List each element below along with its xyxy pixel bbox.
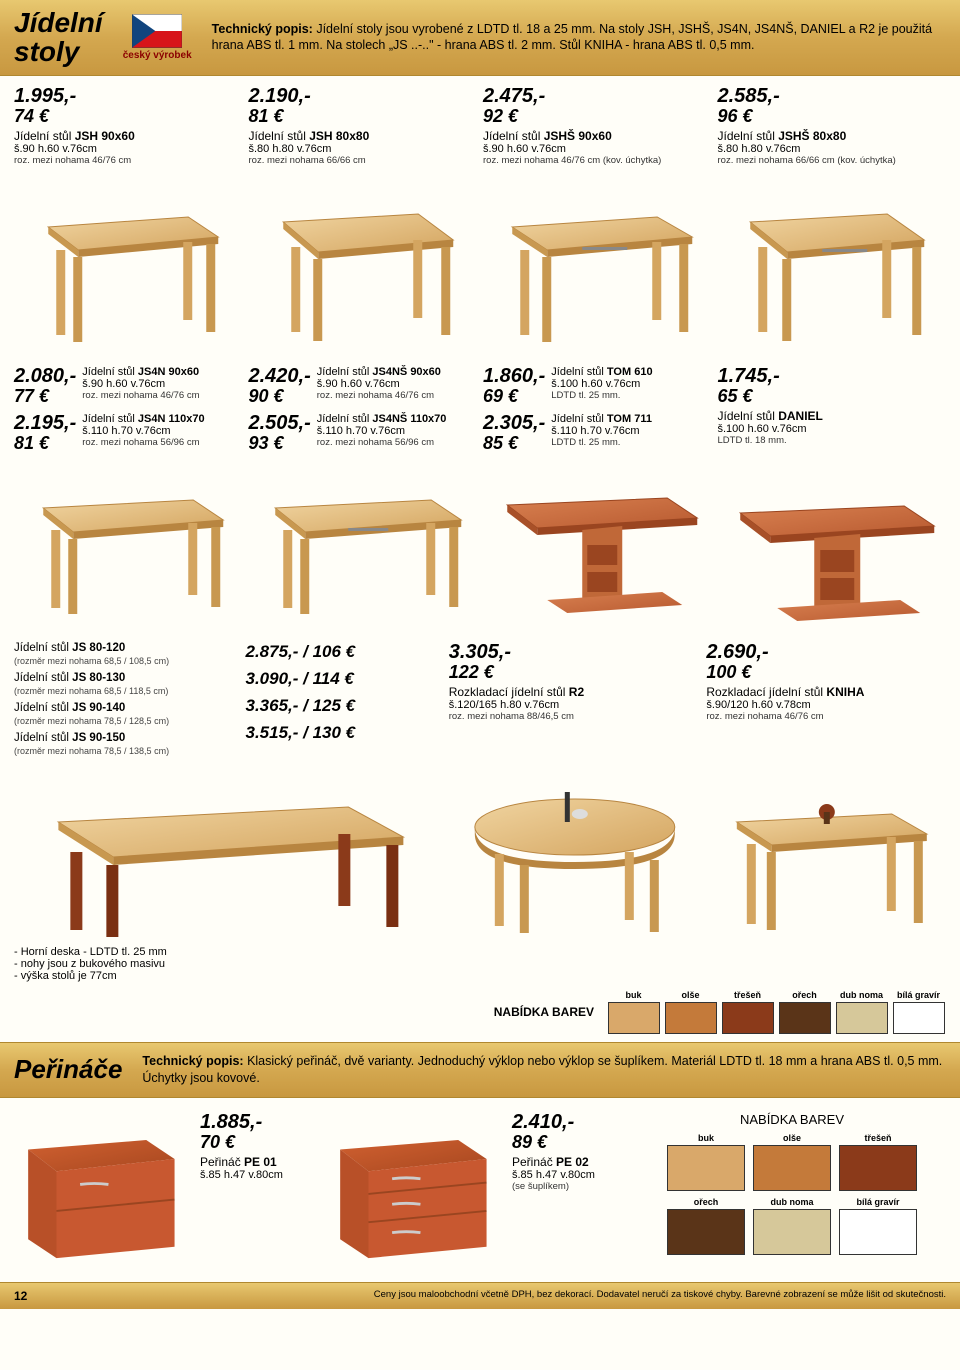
product-image [718,172,947,352]
price-eur: 92 € [483,106,712,127]
title-line1: Jídelní [14,8,103,37]
swatch: ořech [665,1197,747,1255]
product-cell: 1.745,- 65 € Jídelní stůl DANIEL š.100 h… [718,366,947,628]
product-cell: 1.885,- 70 € Peřináč PE 01 š.85 h.47 v.8… [200,1112,310,1272]
tech-description: Technický popis: Jídelní stoly jsou vyro… [212,21,946,55]
tech-description: Technický popis: Klasický peřináč, dvě v… [142,1053,946,1087]
section2-title: Peřináče [14,1054,122,1085]
js-bullets: - Horní deska - LDTD tl. 25 mm - nohy js… [0,946,960,988]
colors-label: NABÍDKA BAREV [494,1005,594,1019]
product-row-3-images [0,766,960,946]
section2-band: Peřináče Technický popis: Klasický peřin… [0,1042,960,1098]
variant: 2.505,-93 € Jídelní stůl JS4NŠ 110x70š.1… [249,413,478,454]
product-cell: 2.420,-90 € Jídelní stůl JS4NŠ 90x60š.90… [249,366,478,628]
swatch: olše [663,990,718,1034]
product-cell: 2.690,- 100 € Rozkladací jídelní stůl KN… [706,642,958,762]
product-image [249,172,478,352]
swatch: třešeň [720,990,775,1034]
price: 2.475,- [483,86,712,106]
variant: 2.080,-77 € Jídelní stůl JS4N 90x60š.90 … [14,366,243,407]
swatch: bílá gravír [837,1197,919,1255]
product-image [483,460,712,620]
header-band: Jídelní stoly český výrobek Technický po… [0,0,960,76]
swatch: třešeň [837,1133,919,1191]
product-name: Jídelní stůl DANIEL [718,409,947,423]
js-list: Jídelní stůl JS 80-120 (rozměr mezi noha… [14,642,246,762]
price-eur: 74 € [14,106,243,127]
tech-bold: Technický popis: [212,22,313,36]
product-cell: 2.410,- 89 € Peřináč PE 02 š.85 h.47 v.8… [512,1112,622,1272]
product-image [14,1112,184,1272]
title-line2: stoly [14,37,103,66]
variant: 2.305,-85 € Jídelní stůl TOM 711š.110 h.… [483,413,712,454]
price: 1.745,- [718,366,947,386]
product-note: roz. mezi nohama 46/76 cm [14,155,243,166]
tech-text: Jídelní stoly jsou vyrobené z LDTD tl. 1… [212,22,932,53]
product-cell: 2.190,- 81 € Jídelní stůl JSH 80x80 š.80… [249,86,478,352]
product-dim: š.90 h.60 v.76cm [483,143,712,155]
product-dim: š.80 h.80 v.76cm [718,143,947,155]
product-image [14,772,443,942]
flag-block: český výrobek [123,14,192,61]
perinace-row: 1.885,- 70 € Peřináč PE 01 š.85 h.47 v.8… [0,1098,960,1282]
price: 2.190,- [249,86,478,106]
js-prices: 2.875,- / 106 € 3.090,- / 114 € 3.365,- … [246,642,443,762]
product-cell: 2.475,- 92 € Jídelní stůl JSHŠ 90x60 š.9… [483,86,712,352]
product-image [14,172,243,352]
czech-flag-icon [132,14,182,48]
product-dim: š.90 h.60 v.76cm [14,143,243,155]
product-note: LDTD tl. 18 mm. [718,435,947,446]
price-eur: 65 € [718,386,947,407]
variant: 1.860,-69 € Jídelní stůl TOM 610š.100 h.… [483,366,712,407]
product-dim: š.100 h.60 v.76cm [718,423,947,435]
price-eur: 96 € [718,106,947,127]
product-image [326,1112,496,1272]
price: 1.995,- [14,86,243,106]
flag-label: český výrobek [123,50,192,61]
swatch: dub noma [751,1197,833,1255]
product-row-2: 2.080,-77 € Jídelní stůl JS4N 90x60š.90 … [0,356,960,632]
page-title: Jídelní stoly [14,8,103,67]
product-cell: 1.860,-69 € Jídelní stůl TOM 610š.100 h.… [483,366,712,628]
product-row-3: Jídelní stůl JS 80-120 (rozměr mezi noha… [0,632,960,766]
product-name: Jídelní stůl JSHŠ 80x80 [718,129,947,143]
product-cell: 2.585,- 96 € Jídelní stůl JSHŠ 80x80 š.8… [718,86,947,352]
perinace-colors: NABÍDKA BAREV buk olše třešeň ořech dub … [638,1112,946,1272]
product-row-1: 1.995,- 74 € Jídelní stůl JSH 90x60 š.90… [0,76,960,356]
product-cell: 3.305,- 122 € Rozkladací jídelní stůl R2… [449,642,701,762]
swatch: bílá gravír [891,990,946,1034]
page-number: 12 [14,1289,27,1303]
swatch: olše [751,1133,833,1191]
product-image [483,172,712,352]
product-image [249,460,478,620]
price: 2.585,- [718,86,947,106]
swatch: dub noma [834,990,889,1034]
color-strip: NABÍDKA BAREV buk olše třešeň ořech dub … [0,988,960,1042]
swatch: buk [665,1133,747,1191]
swatch: buk [606,990,661,1034]
product-cell: 1.995,- 74 € Jídelní stůl JSH 90x60 š.90… [14,86,243,352]
product-cell: 2.080,-77 € Jídelní stůl JS4N 90x60š.90 … [14,366,243,628]
footer-disclaimer: Ceny jsou maloobchodní včetně DPH, bez d… [374,1289,946,1303]
product-dim: š.80 h.80 v.76cm [249,143,478,155]
product-name: Jídelní stůl JSH 90x60 [14,129,243,143]
product-note: roz. mezi nohama 66/66 cm (kov. úchytka) [718,155,947,166]
product-image [706,772,958,942]
product-image [718,468,947,628]
product-image [14,460,243,620]
product-name: Jídelní stůl JSHŠ 90x60 [483,129,712,143]
variant: 2.420,-90 € Jídelní stůl JS4NŠ 90x60š.90… [249,366,478,407]
product-image [449,772,701,942]
product-note: roz. mezi nohama 66/66 cm [249,155,478,166]
footer: 12 Ceny jsou maloobchodní včetně DPH, be… [0,1282,960,1309]
variant: 2.195,-81 € Jídelní stůl JS4N 110x70š.11… [14,413,243,454]
product-note: roz. mezi nohama 46/76 cm (kov. úchytka) [483,155,712,166]
js-block: Jídelní stůl JS 80-120 (rozměr mezi noha… [14,642,443,762]
product-name: Jídelní stůl JSH 80x80 [249,129,478,143]
price-eur: 81 € [249,106,478,127]
swatch: ořech [777,990,832,1034]
